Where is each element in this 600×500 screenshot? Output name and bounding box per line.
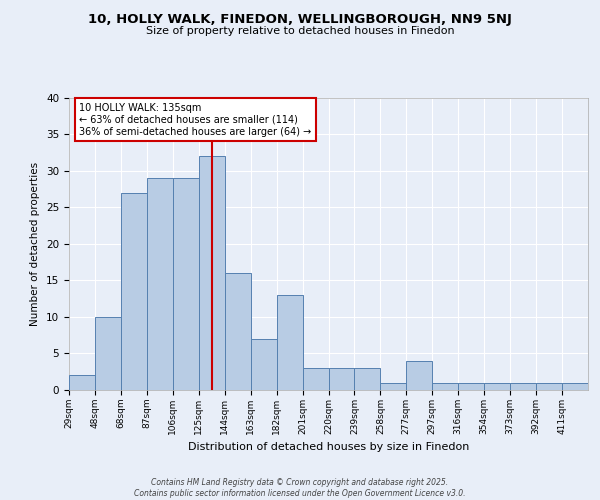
Bar [251, 339, 277, 390]
Bar [173, 178, 199, 390]
Bar [147, 178, 173, 390]
Y-axis label: Number of detached properties: Number of detached properties [31, 162, 40, 326]
Bar [121, 192, 147, 390]
Bar [562, 382, 588, 390]
Bar [302, 368, 329, 390]
X-axis label: Distribution of detached houses by size in Finedon: Distribution of detached houses by size … [188, 442, 469, 452]
Bar [329, 368, 355, 390]
Text: 10, HOLLY WALK, FINEDON, WELLINGBOROUGH, NN9 5NJ: 10, HOLLY WALK, FINEDON, WELLINGBOROUGH,… [88, 12, 512, 26]
Text: Size of property relative to detached houses in Finedon: Size of property relative to detached ho… [146, 26, 454, 36]
Bar [277, 295, 302, 390]
Bar [95, 317, 121, 390]
Bar [225, 273, 251, 390]
Text: Contains HM Land Registry data © Crown copyright and database right 2025.
Contai: Contains HM Land Registry data © Crown c… [134, 478, 466, 498]
Bar [199, 156, 224, 390]
Bar [406, 361, 432, 390]
Bar [484, 382, 510, 390]
Bar [380, 382, 406, 390]
Bar [458, 382, 484, 390]
Bar [536, 382, 562, 390]
Bar [355, 368, 380, 390]
Bar [510, 382, 536, 390]
Bar [69, 376, 95, 390]
Bar [433, 382, 458, 390]
Text: 10 HOLLY WALK: 135sqm
← 63% of detached houses are smaller (114)
36% of semi-det: 10 HOLLY WALK: 135sqm ← 63% of detached … [79, 104, 311, 136]
